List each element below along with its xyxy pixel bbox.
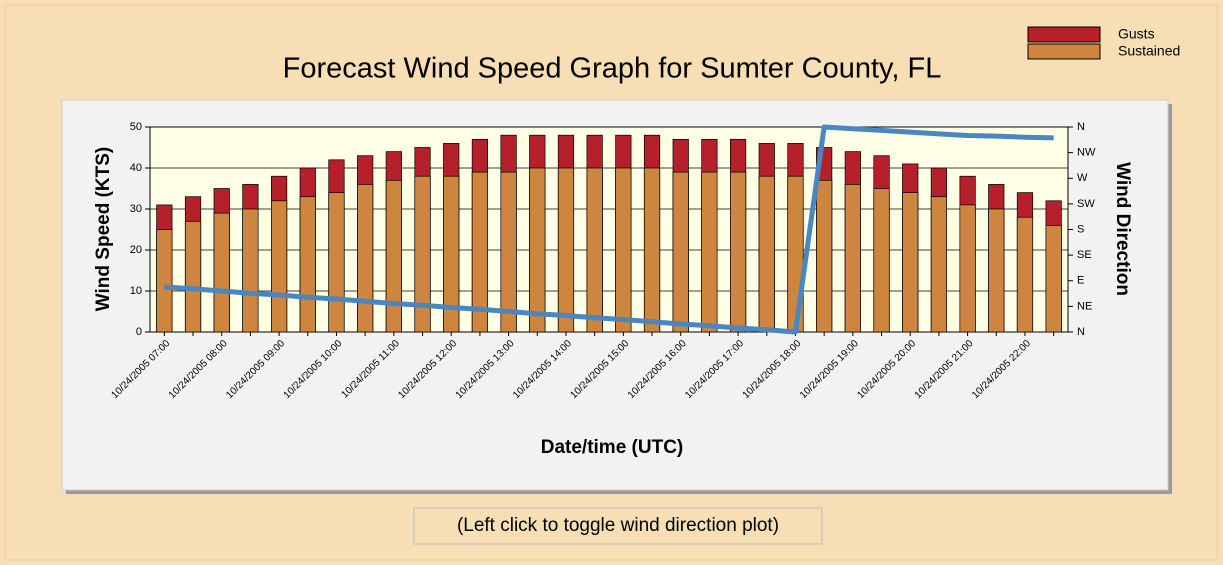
bar	[385, 179, 402, 333]
bar	[529, 167, 546, 333]
bar	[873, 188, 890, 333]
x-axis-label: Date/time (UTC)	[541, 437, 684, 458]
bar	[844, 184, 861, 333]
bar	[729, 171, 747, 333]
toggle-button[interactable]	[413, 507, 823, 545]
bar	[959, 204, 976, 333]
y2-tick-label: NE	[1077, 300, 1092, 312]
bar	[156, 229, 173, 333]
legend-label: Gusts	[1118, 26, 1155, 42]
legend-swatch	[1027, 43, 1101, 60]
toggle-button-label[interactable]: (Left click to toggle wind direction plo…	[457, 515, 779, 536]
y-axis-label: Wind Speed (KTS)	[93, 147, 114, 312]
y2-tick-label: NW	[1077, 147, 1096, 159]
y2-tick-label: N	[1077, 121, 1085, 133]
bar	[988, 208, 1005, 333]
bar	[586, 167, 603, 333]
bar	[299, 196, 316, 333]
y-tick-label: 30	[130, 203, 142, 215]
bar	[557, 167, 575, 333]
bar	[643, 167, 661, 333]
y2-tick-label: S	[1077, 223, 1084, 235]
y-tick-label: 10	[130, 285, 142, 297]
bar	[701, 171, 718, 333]
bar	[930, 196, 948, 333]
bar	[357, 184, 374, 333]
bar	[615, 167, 632, 333]
bar	[328, 192, 345, 333]
plot-area	[149, 126, 1069, 333]
direction-line	[164, 124, 1054, 335]
bar	[816, 179, 833, 333]
y2-tick-label: E	[1077, 275, 1084, 287]
bar	[242, 208, 259, 333]
legend-swatch	[1027, 26, 1101, 43]
bar	[414, 175, 431, 333]
bar	[1045, 225, 1062, 333]
bar	[902, 192, 919, 333]
y-tick-label: 0	[136, 326, 142, 338]
chart-title: Forecast Wind Speed Graph for Sumter Cou…	[283, 53, 942, 85]
y2-tick-label: SW	[1077, 198, 1095, 210]
frame	[4, 4, 1218, 561]
bar	[672, 171, 689, 333]
y2-tick-label: W	[1077, 172, 1088, 184]
y2-tick-label: N	[1077, 326, 1085, 338]
legend-label: Sustained	[1118, 43, 1180, 59]
y-tick-label: 40	[130, 162, 142, 174]
y-tick-label: 50	[130, 121, 142, 133]
bar	[500, 171, 517, 333]
bar	[270, 200, 288, 333]
y2-axis-label: Wind Direction	[1112, 162, 1133, 296]
bar	[758, 175, 775, 333]
y2-tick-label: SE	[1077, 249, 1092, 261]
bar	[184, 220, 202, 333]
bar	[1016, 216, 1034, 333]
bar	[213, 212, 230, 333]
y-tick-label: 20	[130, 244, 142, 256]
